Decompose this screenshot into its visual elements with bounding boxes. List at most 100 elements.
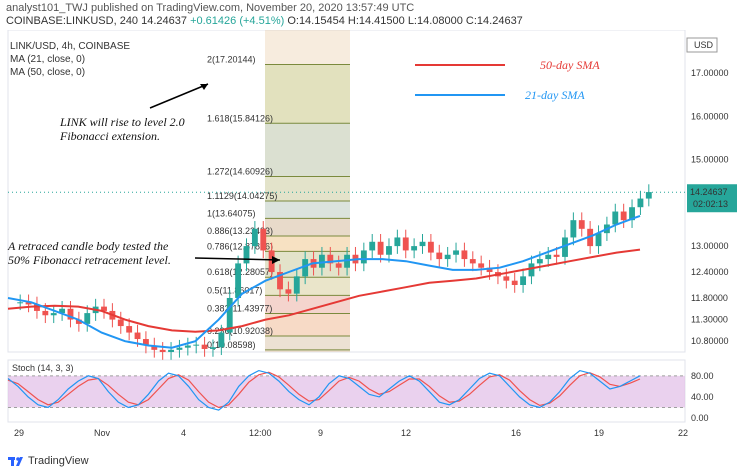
candle-body — [142, 339, 149, 346]
candle-body — [335, 263, 342, 268]
candle-body — [545, 254, 552, 260]
candle-body — [159, 349, 166, 352]
footer: TradingView — [0, 448, 740, 475]
fib-zone — [265, 295, 350, 314]
candle-body — [67, 308, 74, 320]
fib-highlight-band — [265, 30, 350, 352]
fib-zone — [265, 235, 350, 252]
candle-body — [528, 263, 535, 277]
last-price-label: 14.24637 — [690, 187, 728, 197]
candle-body — [84, 313, 91, 324]
fib-zone — [265, 335, 350, 352]
fib-zone — [265, 64, 350, 124]
candle-body — [511, 280, 518, 286]
ohlc-values: O:14.15454 H:14.41500 L:14.08000 C:14.24… — [287, 15, 523, 27]
candle-body — [411, 246, 418, 251]
price-tick-label: 10.80000 — [691, 336, 729, 346]
annotation-text-retrace: A retraced candle body tested the — [7, 239, 169, 253]
legend-ma21: MA (21, close, 0) — [10, 54, 86, 65]
symbol-line: COINBASE:LINKUSD, 240 — [6, 15, 139, 27]
x-tick-label: 22 — [678, 428, 688, 438]
candle-body — [327, 254, 334, 264]
x-tick-label: 9 — [318, 428, 323, 438]
candle-body — [277, 272, 283, 290]
price-value: 14.24637 — [141, 15, 188, 27]
candle-body — [486, 267, 493, 273]
fib-level-label: 0.786(12.87876) — [207, 241, 273, 251]
x-tick-label: 16 — [511, 428, 521, 438]
candle-body — [612, 211, 619, 225]
stoch-d-line — [7, 371, 641, 409]
candle-body — [168, 349, 174, 352]
fib-level-label: 0.5(11.86017) — [207, 285, 262, 295]
candle-body — [50, 313, 57, 316]
ma21-line — [7, 214, 641, 349]
stoch-k-line — [7, 369, 641, 411]
candle-body — [562, 237, 568, 257]
price-tick-label: 16.00000 — [691, 111, 729, 121]
stoch-tick-label: 40.00 — [691, 392, 714, 402]
candle-body — [210, 347, 216, 349]
x-tick-label: 29 — [14, 428, 24, 438]
stoch-tick-label: 0.00 — [691, 413, 709, 423]
candle-body — [344, 254, 351, 268]
arrowhead-icon — [272, 256, 280, 264]
fib-level-label: 0.382(11.43977) — [207, 304, 272, 314]
fib-level-label: 1.1129(14.04275) — [207, 191, 277, 201]
x-tick-label: 4 — [181, 428, 186, 438]
annotation-arrow — [149, 83, 209, 109]
sma50-legend-label: 50-day SMA — [540, 58, 600, 72]
chart-header: analyst101_TWJ published on TradingView.… — [0, 0, 740, 30]
candle-body — [176, 347, 183, 350]
legend-title: LINK/USD, 4h, COINBASE — [10, 41, 131, 52]
stoch-band — [8, 375, 685, 408]
candle-body — [318, 254, 325, 268]
price-chart[interactable]: 2(17.20144) 1.618(15.84126) 1.272(14.60926… — [0, 30, 740, 448]
candle-body — [17, 302, 24, 304]
candle-body — [637, 198, 644, 208]
countdown-label: 02:02:13 — [693, 199, 728, 209]
tradingview-logo-icon — [8, 457, 23, 466]
candle-body — [444, 254, 451, 260]
fib-level-label: 0(10.08598) — [207, 340, 256, 350]
fib-level-label: 0.236(10.92038) — [207, 326, 273, 336]
price-tick-label: 17.00000 — [691, 68, 729, 78]
ma50-line — [7, 248, 641, 333]
candle-body — [151, 345, 158, 350]
fib-zone — [265, 176, 350, 202]
candle-body — [377, 241, 384, 255]
candle-body — [553, 254, 560, 257]
candle-body — [226, 297, 233, 333]
currency-label: USD — [694, 40, 714, 50]
fib-level-label: 2(17.20144) — [207, 55, 256, 65]
candle-body — [360, 250, 367, 264]
candle-body — [302, 259, 309, 277]
candle-body — [285, 289, 292, 294]
last-price-badge — [687, 184, 737, 213]
price-tick-label: 15.00000 — [691, 155, 729, 165]
candle-body — [570, 220, 577, 238]
candle-body — [126, 326, 133, 333]
x-tick-label: Nov — [94, 428, 111, 438]
candle-body — [595, 233, 602, 247]
x-tick-label: 12 — [401, 428, 411, 438]
candle-body — [386, 246, 392, 255]
annotation-text-extension: Fibonacci extension. — [59, 129, 160, 143]
candle-body — [184, 345, 191, 348]
candle-body — [75, 319, 82, 324]
annotation-text-extension: LINK will rise to level 2.0 — [59, 115, 185, 129]
price-tick-label: 12.40000 — [691, 267, 729, 277]
candle-body — [101, 306, 107, 311]
candle-body — [201, 344, 208, 349]
candle-body — [293, 276, 300, 294]
candle-body — [402, 237, 409, 251]
annotation-text-retrace: 50% Fibonacci retracement level. — [8, 253, 171, 267]
candle-body — [369, 241, 376, 251]
candle-body — [478, 263, 485, 268]
price-tick-label: 13.00000 — [691, 241, 729, 251]
stoch-tick-label: 80.00 — [691, 371, 714, 381]
candle-body — [243, 246, 250, 264]
tradingview-brand: TradingView — [28, 455, 89, 467]
price-tick-label: 11.80000 — [691, 293, 728, 303]
candle-body — [235, 263, 242, 298]
